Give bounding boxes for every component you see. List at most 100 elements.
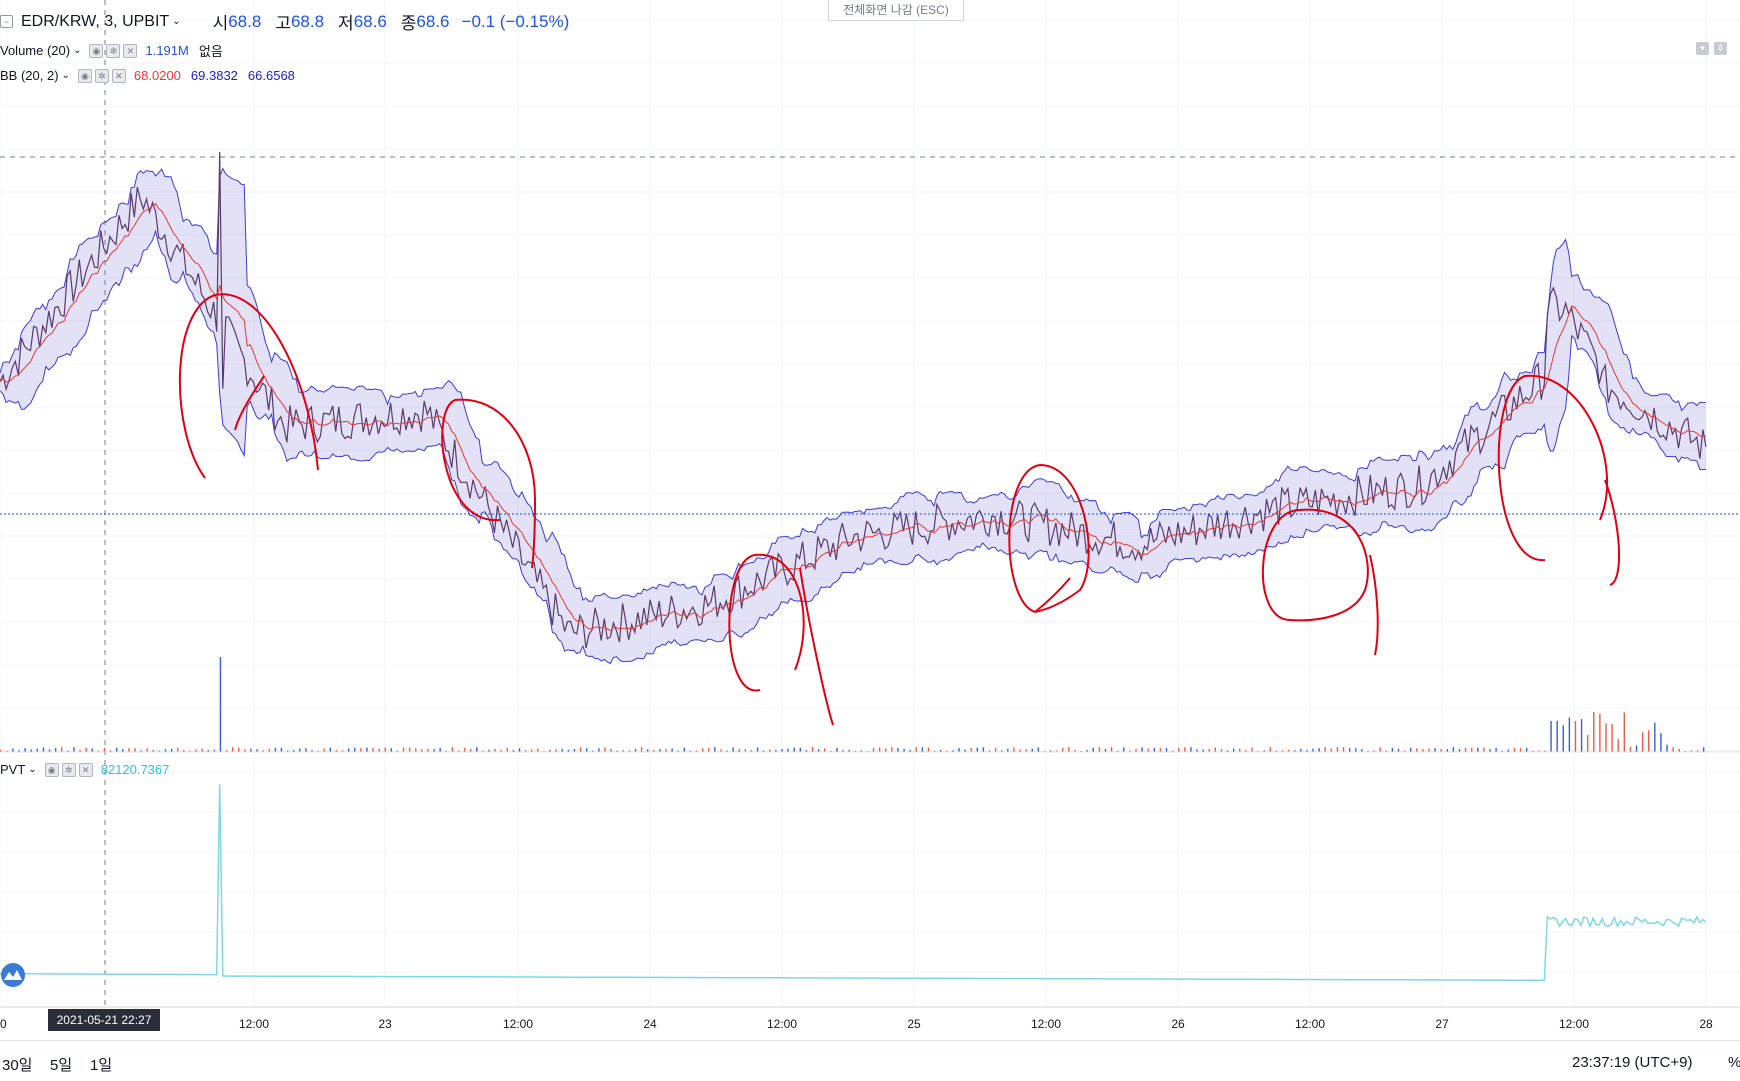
volume-bar <box>1428 748 1430 752</box>
volume-bar <box>384 747 386 752</box>
high-label: 고 <box>275 14 291 33</box>
volume-bar <box>225 750 228 752</box>
volume-bar <box>494 748 496 752</box>
chevron-down-icon[interactable]: ⌄ <box>172 16 181 27</box>
close-icon[interactable]: ✕ <box>123 43 138 58</box>
volume-bar <box>170 748 173 752</box>
volume-name[interactable]: Volume (20) <box>0 43 71 58</box>
volume-bar <box>134 748 136 752</box>
volume-bar <box>177 747 179 752</box>
volume-bar <box>689 750 692 752</box>
volume-bar <box>1635 745 1638 752</box>
gear-icon[interactable]: ✲ <box>61 762 76 777</box>
volume-bar <box>769 749 771 752</box>
volume-bar <box>506 747 509 752</box>
volume-bar <box>1068 747 1070 752</box>
volume-bar <box>659 749 661 752</box>
volume-bar <box>842 750 844 752</box>
volume-bar <box>1031 748 1033 752</box>
volume-bar <box>1416 748 1418 752</box>
low-value: 68.6 <box>353 11 387 31</box>
volume-bar <box>1318 748 1320 752</box>
volume-bar <box>1324 747 1326 752</box>
gear-icon[interactable]: ✲ <box>94 68 109 83</box>
volume-bar <box>128 748 130 752</box>
volume-bar <box>0 750 2 752</box>
gear-icon[interactable]: ✲ <box>106 43 121 58</box>
price-chart[interactable]: 0 12:00 23 12:00 24 12:00 25 12:00 26 12:00 27 12:0… <box>0 0 1740 1040</box>
pvt-name[interactable]: PVT <box>0 762 26 777</box>
volume-bar <box>1074 749 1076 752</box>
volume-bar <box>946 750 948 752</box>
volume-bar <box>634 748 637 752</box>
time-axis-label: 12:00 <box>1295 1017 1325 1031</box>
header-legend: − EDR/KRW, 3, UPBIT ⌄ 시 68.8 고 68.8 저 68.6 … <box>0 9 569 34</box>
volume-bar <box>1123 747 1125 752</box>
chevron-down-icon[interactable]: ⌄ <box>28 764 37 775</box>
clock-readout[interactable]: 23:37:19 (UTC+9) <box>1572 1054 1693 1071</box>
volume-bar <box>1245 749 1247 752</box>
volume-bar <box>860 750 863 752</box>
volume-bar <box>433 749 435 752</box>
volume-bar <box>891 747 893 752</box>
exit-fullscreen-button[interactable]: 전체화면 나감 (ESC) <box>828 0 964 21</box>
volume-ma-value: 없음 <box>198 44 223 59</box>
high-value: 68.8 <box>290 11 325 31</box>
volume-bar <box>1611 723 1613 752</box>
volume-bar <box>1678 748 1680 752</box>
change-value: −0.1 (−0.15%) <box>461 11 570 31</box>
eye-icon[interactable]: ◉ <box>44 762 59 777</box>
volume-bar <box>439 748 441 752</box>
volume-bar <box>610 748 612 752</box>
volume-bar <box>354 747 356 752</box>
scale-down-icon[interactable]: ▾ <box>1696 42 1709 55</box>
volume-bar <box>488 749 490 752</box>
symbol-label[interactable]: EDR/KRW, 3, UPBIT <box>21 12 170 30</box>
volume-bar <box>152 750 154 752</box>
volume-bar <box>1013 747 1015 752</box>
volume-bar <box>1269 747 1271 752</box>
bb-band-fill <box>0 168 1706 664</box>
volume-bar <box>256 749 258 752</box>
volume-bar <box>1293 750 1296 752</box>
volume-bar <box>457 750 460 752</box>
bb-upper-value: 69.3832 <box>190 68 238 83</box>
range-1d-button[interactable]: 1일 <box>90 1057 113 1074</box>
volume-bar <box>415 748 417 752</box>
bb-name[interactable]: BB (20, 2) <box>0 68 59 83</box>
eye-icon[interactable]: ◉ <box>77 68 92 83</box>
eye-icon[interactable]: ◉ <box>89 43 104 58</box>
chevron-down-icon[interactable]: ⌄ <box>73 45 82 56</box>
scale-updown-icon[interactable]: ⇕ <box>1714 42 1727 55</box>
volume-bar <box>1153 747 1156 752</box>
chevron-down-icon[interactable]: ⌄ <box>61 70 70 81</box>
volume-bar <box>164 749 167 752</box>
range-5d-button[interactable]: 5일 <box>50 1057 73 1074</box>
bb-legend: BB (20, 2) ⌄ ◉ ✲ ✕ 68.0200 69.3832 66.65… <box>0 68 295 83</box>
volume-bar <box>1110 747 1113 752</box>
volume-bar <box>48 749 51 752</box>
time-axis-label: 12:00 <box>1031 1017 1061 1031</box>
percent-scale-button[interactable]: % <box>1728 1054 1740 1071</box>
volume-bar <box>451 747 454 752</box>
range-30d-button[interactable]: 30일 <box>2 1057 33 1074</box>
collapse-icon[interactable]: − <box>0 15 13 28</box>
volume-bar <box>445 750 447 752</box>
volume-bar <box>1159 748 1162 752</box>
volume-bar <box>903 748 905 752</box>
volume-bar <box>695 750 698 752</box>
volume-bar <box>805 750 808 752</box>
volume-bar <box>146 748 148 752</box>
volume-bar <box>262 750 264 752</box>
volume-bar <box>1397 749 1400 752</box>
close-icon[interactable]: ✕ <box>78 762 93 777</box>
time-axis-label: 12:00 <box>503 1017 533 1031</box>
close-icon[interactable]: ✕ <box>111 68 126 83</box>
volume-bar <box>1208 748 1210 752</box>
time-axis-label: 24 <box>643 1017 657 1031</box>
volume-bar <box>201 748 203 752</box>
open-label: 시 <box>212 14 229 33</box>
volume-bar <box>1226 750 1229 752</box>
volume-bar <box>531 749 533 752</box>
volume-bar <box>775 749 777 752</box>
